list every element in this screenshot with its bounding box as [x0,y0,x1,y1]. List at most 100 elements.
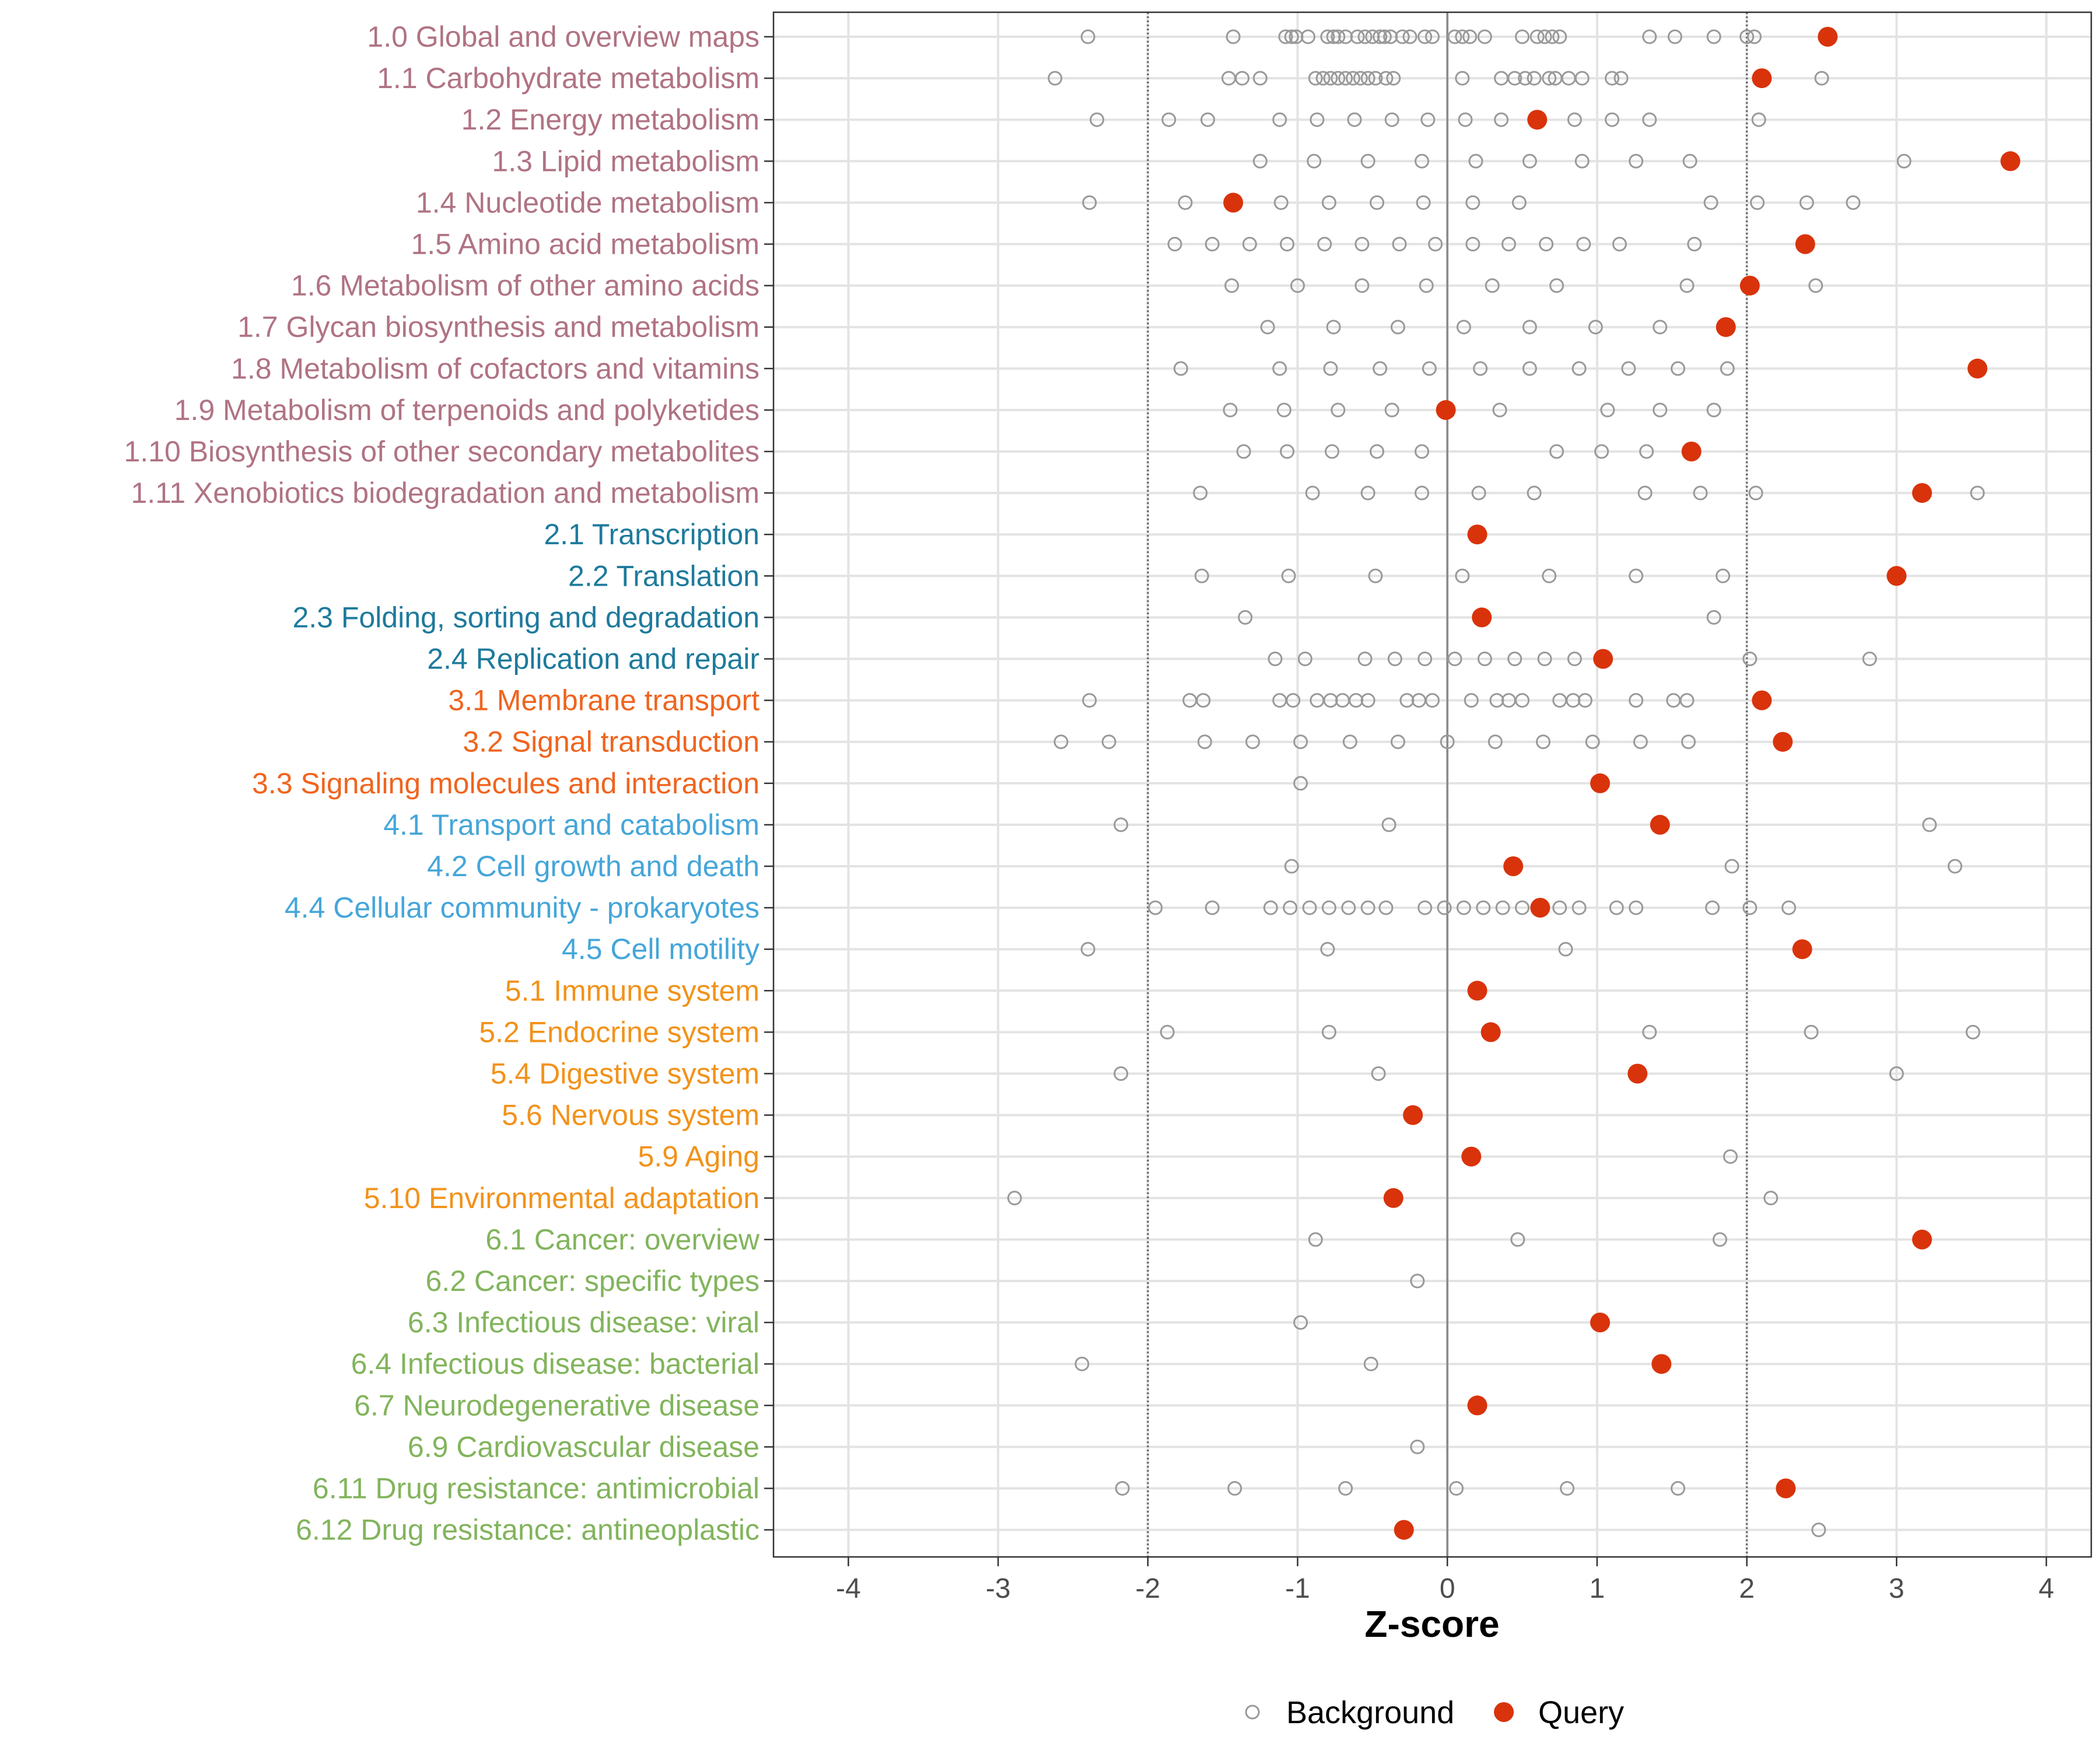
background-point [1167,237,1182,251]
query-point [1590,1312,1611,1333]
legend: Background Query [1245,1695,1624,1730]
query-point [1383,1188,1404,1208]
query-point [1403,1105,1423,1125]
background-point [1687,237,1702,251]
background-point [1535,734,1550,750]
background-point [1560,1481,1575,1496]
background-point [1485,278,1500,293]
category-label: 1.4 Nucleotide metabolism [416,186,760,219]
background-point [1518,71,1533,86]
query-point [1773,732,1793,752]
background-point [1418,900,1433,915]
category-label: 5.6 Nervous system [502,1099,760,1132]
query-point [1651,1354,1672,1374]
background-point [1522,320,1537,335]
background-point [1115,1481,1130,1496]
background-point [1273,195,1289,210]
background-point [1670,1481,1685,1496]
category-label: 5.1 Immune system [505,974,760,1007]
query-point [1716,317,1736,337]
background-point [1629,693,1644,708]
background-point [1341,900,1356,915]
background-point [1605,71,1620,86]
background-point [1552,29,1567,44]
background-point [1455,71,1470,86]
background-point [1307,153,1322,169]
background-point [1527,485,1542,501]
background-point [1418,652,1433,666]
background-point [1428,237,1443,251]
x-tick-label: 0 [1440,1573,1455,1604]
query-point [1650,814,1670,835]
background-point [1234,71,1250,86]
x-axis-ticks: -4 -3 -2 -1 0 1 2 3 4 [836,1557,2054,1604]
background-point [1373,361,1388,376]
background-point [1415,444,1430,459]
background-point [1054,734,1069,750]
query-point [1472,607,1492,628]
background-point [1552,900,1567,915]
background-point [1236,444,1251,459]
background-point [1410,1273,1425,1289]
background-point [1422,361,1437,376]
background-point [1545,29,1560,44]
category-label: 6.4 Infectious disease: bacterial [351,1348,760,1380]
background-point [1160,1024,1175,1040]
background-point [1390,320,1405,335]
category-label: 2.4 Replication and repair [427,643,760,676]
background-point [1373,29,1388,44]
background-point [1392,237,1407,251]
background-point [1494,112,1509,127]
query-point [1912,483,1932,503]
background-point [1354,278,1370,293]
background-point [1272,112,1287,127]
background-point [1395,29,1410,44]
background-point [1965,1024,1980,1040]
background-point [1378,71,1394,86]
background-point [1811,1522,1826,1538]
background-point [1353,71,1368,86]
background-point [1345,71,1360,86]
background-point [1679,278,1695,293]
background-point [1300,29,1315,44]
background-point [1315,71,1331,86]
background-point [1862,652,1877,666]
background-point [1293,776,1308,791]
background-point [1331,71,1346,86]
background-point [1284,29,1299,44]
background-point [1263,900,1278,915]
background-point [1276,402,1292,418]
background-point [1706,402,1721,418]
background-point [1492,402,1507,418]
background-point [1283,900,1298,915]
background-point [1440,734,1455,750]
category-label: 6.12 Drug resistance: antineoplastic [296,1514,760,1546]
background-point [1527,71,1542,86]
background-point [1410,1439,1425,1454]
background-point [1357,29,1373,44]
background-point [1370,444,1385,459]
background-points [1007,29,1985,1538]
background-point [1947,859,1962,874]
category-label: 4.5 Cell motility [562,933,760,965]
background-point [1477,29,1492,44]
category-label: 6.2 Cancer: specific types [426,1265,760,1297]
background-point [1537,29,1552,44]
background-point [1320,29,1335,44]
background-point [1308,71,1323,86]
query-point [1467,981,1488,1001]
x-tick-label: 3 [1889,1573,1905,1604]
background-point [1305,485,1320,501]
query-point [1480,1022,1501,1042]
background-point [1338,71,1353,86]
background-point [1522,361,1537,376]
background-point [1416,195,1431,210]
background-point [1750,195,1765,210]
background-point [1308,1232,1323,1247]
plot-panel-border [772,11,2092,1558]
background-point [1293,1315,1308,1330]
background-point [1477,652,1492,666]
background-point [1048,71,1063,86]
x-tick-label: -4 [836,1573,861,1604]
background-point [1342,734,1357,750]
